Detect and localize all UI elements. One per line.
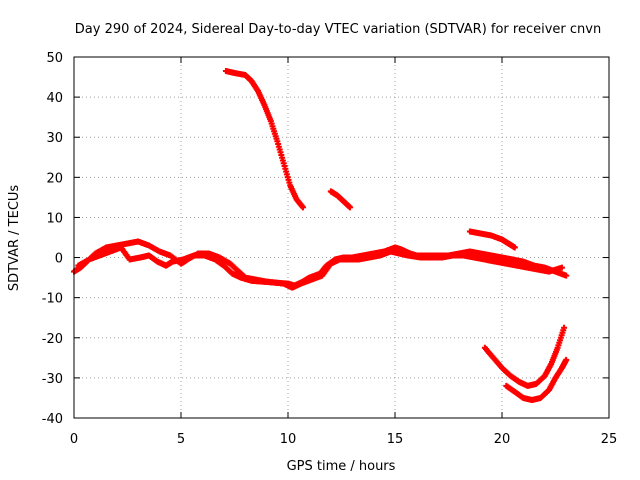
y-tick-label: -20 [42, 332, 63, 347]
grid [74, 57, 609, 418]
series-arc-3 [222, 68, 306, 211]
series-arc-2 [75, 244, 565, 291]
x-tick-label: 20 [494, 432, 511, 447]
x-tick-labels: 0 5 10 15 20 25 [70, 432, 617, 447]
y-tick-label: 20 [46, 171, 63, 186]
x-axis-title: GPS time / hours [287, 459, 396, 474]
y-tick-label: 30 [46, 131, 63, 146]
y-tick-label: 0 [55, 252, 63, 267]
series-arc-6 [481, 324, 568, 389]
y-axis-title: SDTVAR / TECUs [7, 185, 22, 292]
x-tick-label: 5 [177, 432, 185, 447]
data-point [563, 356, 570, 363]
series-arc-5 [466, 228, 518, 251]
x-tick-label: 15 [387, 432, 404, 447]
chart-title: Day 290 of 2024, Sidereal Day-to-day VTE… [75, 22, 601, 37]
data-point [511, 244, 518, 251]
x-tick-label: 25 [601, 432, 618, 447]
series-arc-4 [327, 188, 354, 211]
data-point [563, 272, 570, 279]
series-arc-7 [503, 356, 570, 403]
axis-ticks [73, 56, 610, 419]
data-point [558, 264, 565, 271]
x-tick-label: 10 [280, 432, 297, 447]
data-point [347, 204, 354, 211]
y-tick-label: 50 [46, 51, 63, 66]
y-tick-label: 40 [46, 91, 63, 106]
plot-frame [73, 56, 610, 419]
y-tick-label: -40 [42, 412, 63, 427]
y-tick-label: -10 [42, 292, 63, 307]
data-point [561, 324, 568, 331]
data-point [299, 204, 306, 211]
x-tick-label: 0 [70, 432, 78, 447]
y-tick-label: -30 [42, 372, 63, 387]
y-tick-labels: -40 -30 -20 -10 0 10 20 30 40 50 [42, 51, 63, 427]
y-tick-label: 10 [46, 211, 63, 226]
data-layer [71, 68, 570, 403]
